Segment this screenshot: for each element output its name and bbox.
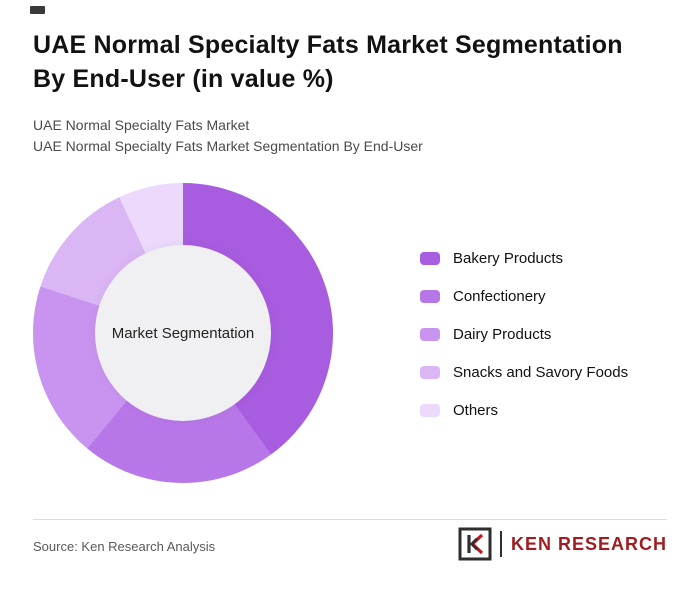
donut-center: Market Segmentation: [95, 245, 271, 421]
legend-label: Snacks and Savory Foods: [453, 363, 629, 381]
footer-divider: [33, 519, 667, 520]
legend-item: Bakery Products: [420, 239, 628, 277]
legend-swatch: [420, 403, 440, 417]
legend-item: Dairy Products: [420, 315, 628, 353]
source-text: Source: Ken Research Analysis: [33, 539, 216, 554]
brand-logo: KEN RESEARCH: [458, 527, 667, 561]
page-title: UAE Normal Specialty Fats Market Segment…: [33, 31, 623, 93]
legend-item: Others: [420, 391, 628, 429]
donut-center-label: Market Segmentation: [111, 324, 255, 342]
top-left-mark: [30, 6, 45, 14]
legend-item: Confectionery: [420, 277, 628, 315]
legend-swatch: [420, 327, 440, 341]
legend-item: Snacks and Savory Foods: [420, 353, 628, 391]
brand-name: KEN RESEARCH: [510, 533, 667, 554]
chart-subtitles: UAE Normal Specialty Fats Market UAE Nor…: [33, 115, 423, 157]
donut-ring: Market Segmentation: [33, 183, 333, 483]
legend-label: Others: [453, 401, 499, 419]
ken-research-logo-icon: [458, 527, 492, 561]
legend-swatch: [420, 251, 440, 265]
legend-label: Bakery Products: [453, 249, 564, 267]
legend-label: Dairy Products: [453, 325, 552, 343]
chart-legend: Bakery Products Confectionery Dairy Prod…: [420, 239, 628, 429]
donut-chart: Market Segmentation: [33, 183, 333, 483]
legend-label: Confectionery: [453, 287, 546, 305]
legend-swatch: [420, 289, 440, 303]
subtitle-line-1: UAE Normal Specialty Fats Market: [33, 117, 250, 133]
brand-divider: [499, 531, 502, 557]
subtitle-line-2: UAE Normal Specialty Fats Market Segment…: [33, 138, 423, 154]
legend-swatch: [420, 365, 440, 379]
